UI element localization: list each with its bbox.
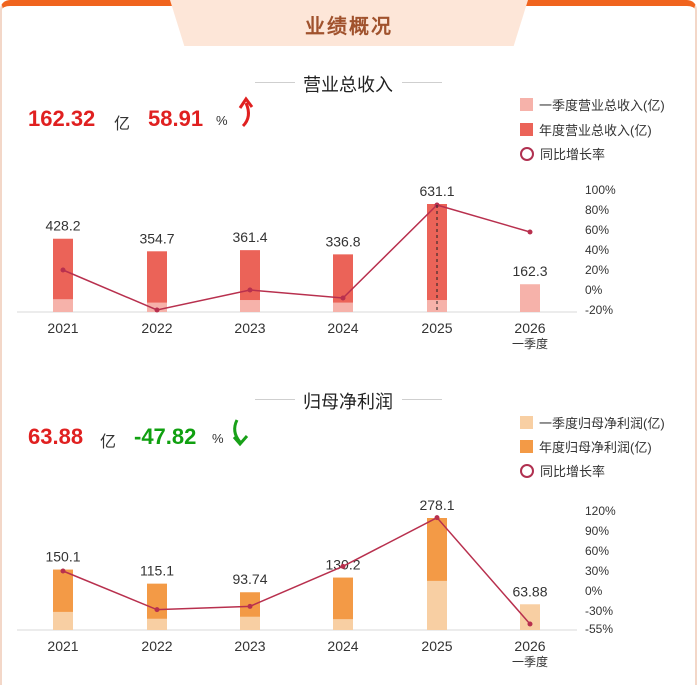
annual-bar <box>147 251 167 312</box>
y2-tick-label: 80% <box>585 203 609 217</box>
legend-item-growth-rate: 同比增长率 <box>520 144 605 163</box>
legend-item-annual-revenue: 年度营业总收入(亿) <box>520 120 652 139</box>
q1-bar <box>333 302 353 312</box>
y2-tick-label: 0% <box>585 283 603 297</box>
data-label: 354.7 <box>139 230 174 246</box>
growth-rate-point <box>60 568 66 574</box>
q1-bar <box>427 300 447 312</box>
q1-bar <box>240 616 260 630</box>
legend-item-growth-rate: 同比增长率 <box>520 461 605 480</box>
legend-item-annual-profit: 年度归母净利润(亿) <box>520 437 652 456</box>
data-label: 361.4 <box>232 229 267 245</box>
y2-tick-label: 30% <box>585 564 609 578</box>
y2-tick-label: -20% <box>585 303 613 317</box>
title-divider-left <box>255 82 295 83</box>
data-label: 115.1 <box>140 563 174 579</box>
q1-bar <box>147 618 167 630</box>
x-tick-label: 2025 <box>421 638 452 654</box>
y2-tick-label: 60% <box>585 544 609 558</box>
profit-section-title: 归母净利润 <box>303 392 393 412</box>
q1-bar <box>520 604 540 630</box>
x-tick-label: 2025 <box>421 320 452 336</box>
q1-bar <box>427 580 447 630</box>
revenue-kpi-value: 162.32 <box>28 106 96 131</box>
revenue-kpi-growth: 58.91 <box>148 106 204 131</box>
data-label: 93.74 <box>232 571 267 587</box>
title-divider-right <box>402 82 442 83</box>
annual-bar <box>333 577 353 630</box>
y2-tick-label: -55% <box>585 622 613 636</box>
header-tab <box>170 0 528 46</box>
y2-tick-label: 120% <box>585 504 616 518</box>
y2-tick-label: 20% <box>585 263 609 277</box>
growth-rate-point <box>434 515 440 521</box>
x-tick-label: 2023 <box>234 638 265 654</box>
x-tick-label: 2026 <box>514 638 545 654</box>
data-label: 278.1 <box>419 497 454 513</box>
growth-rate-point <box>340 563 346 569</box>
q1-bar <box>240 300 260 312</box>
growth-rate-point <box>154 307 160 313</box>
q1-bar <box>333 619 353 630</box>
y2-tick-label: 60% <box>585 223 609 237</box>
legend-item-q1-profit: 一季度归母净利润(亿) <box>520 413 665 432</box>
y2-tick-label: 40% <box>585 243 609 257</box>
x-tick-label: 一季度 <box>512 654 548 669</box>
revenue-kpi-unit: 亿 <box>114 116 131 133</box>
annual-bar <box>53 238 73 312</box>
growth-rate-point <box>154 607 160 613</box>
data-label: 336.8 <box>325 233 360 249</box>
y2-tick-label: 100% <box>585 183 616 197</box>
data-label: 428.2 <box>45 218 80 234</box>
x-tick-label: 2021 <box>47 638 78 654</box>
growth-rate-point <box>527 621 533 627</box>
x-tick-label: 2026 <box>514 320 545 336</box>
q1-bar <box>520 284 540 312</box>
data-label: 150.1 <box>45 549 80 565</box>
growth-rate-line <box>62 204 531 311</box>
revenue-kpi-growth-unit: % <box>216 113 228 128</box>
title-divider-right <box>402 399 442 400</box>
x-tick-label: 2024 <box>327 638 358 654</box>
q1-bar <box>53 611 73 630</box>
profit-kpi-unit: 亿 <box>100 434 117 451</box>
q1-bar <box>53 299 73 312</box>
annual-bar <box>147 583 167 630</box>
annual-bar <box>240 250 260 312</box>
profit-kpi-growth-unit: % <box>212 431 224 446</box>
x-tick-label: 2024 <box>327 320 358 336</box>
x-tick-label: 2023 <box>234 320 265 336</box>
data-label: 63.88 <box>512 583 547 599</box>
revenue-section-title: 营业总收入 <box>303 75 393 95</box>
legend-marker <box>520 463 534 478</box>
legend-swatch <box>520 440 533 453</box>
growth-rate-point <box>247 287 253 293</box>
growth-rate-point <box>60 267 66 273</box>
y2-tick-label: 0% <box>585 584 603 598</box>
y2-tick-label: -30% <box>585 604 613 618</box>
growth-rate-line <box>62 516 531 625</box>
growth-rate-point <box>247 603 253 609</box>
legend-swatch <box>520 123 533 136</box>
title-divider-left <box>255 399 295 400</box>
legend-swatch <box>520 416 533 429</box>
annual-bar <box>427 204 447 312</box>
x-tick-label: 2022 <box>141 638 172 654</box>
profit-kpi-value: 63.88 <box>28 424 84 449</box>
q1-bar <box>147 302 167 312</box>
x-tick-label: 2022 <box>141 320 172 336</box>
legend-item-q1-revenue: 一季度营业总收入(亿) <box>520 95 665 114</box>
growth-rate-point <box>527 229 533 235</box>
y2-tick-label: 90% <box>585 524 609 538</box>
data-label: 162.3 <box>512 263 547 279</box>
legend-swatch <box>520 98 533 111</box>
page-title: 业绩概况 <box>305 16 393 38</box>
x-tick-label: 2021 <box>47 320 78 336</box>
legend-marker <box>520 146 534 161</box>
data-label: 631.1 <box>419 183 454 199</box>
growth-rate-point <box>340 295 346 301</box>
profit-kpi-growth: -47.82 <box>134 424 197 449</box>
x-tick-label: 一季度 <box>512 336 548 351</box>
